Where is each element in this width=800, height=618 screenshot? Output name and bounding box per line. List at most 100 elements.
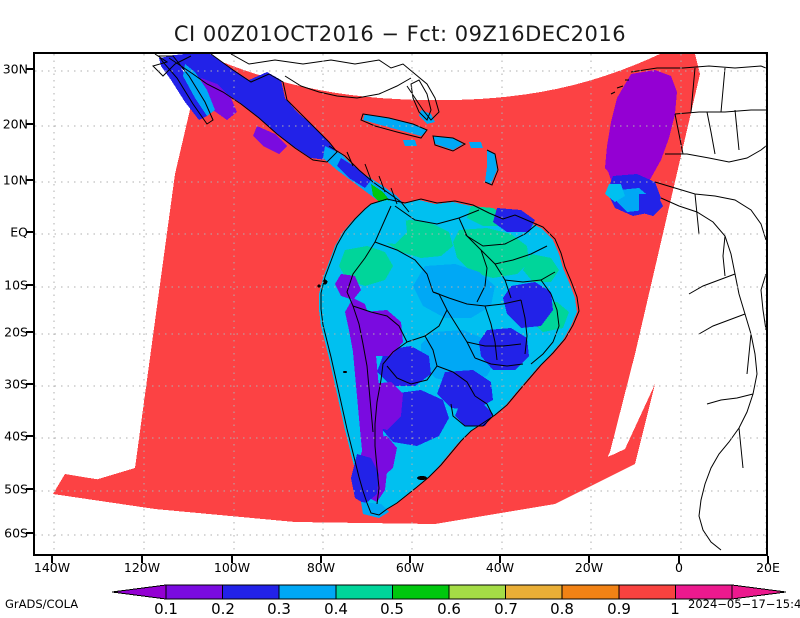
x-tick-mark: [409, 556, 411, 563]
region-jamaica: [403, 140, 417, 146]
land-data-layer: [159, 54, 677, 518]
colorbar-tick-0: 0.1: [154, 600, 178, 618]
border-brazil-northeast: [530, 279, 560, 365]
colorbar-bin-4: [391, 584, 450, 600]
coastline-mexico: [158, 54, 338, 163]
colorbar-tick-3: 0.4: [324, 600, 348, 618]
border-peru-bolivia: [352, 305, 408, 343]
x-tick-label-0: 0: [675, 560, 683, 575]
region-mauritania-senegal: [605, 144, 643, 180]
colorbar[interactable]: 0.1 0.2 0.3 0.4 0.5 0.6 0.7 0.8 0.9 1: [0, 583, 800, 618]
colorbar-tick-8: 0.9: [607, 600, 631, 618]
colorbar-tick-7: 0.8: [550, 600, 574, 618]
colorbar-tick-1: 0.2: [211, 600, 235, 618]
border-brazil-north-states: [432, 233, 556, 367]
y-tick-label-10s: 10S: [4, 277, 28, 293]
domain-red-fill-bottom: [53, 384, 655, 524]
x-tick-mark: [231, 556, 233, 563]
x-tick-label-140w: 140W: [33, 560, 71, 575]
colorbar-bin-1: [222, 584, 280, 600]
region-parana-blue: [437, 370, 493, 410]
y-tick-mark: [26, 435, 33, 437]
colorbar-tick-4: 0.5: [380, 600, 404, 618]
x-tick-mark: [767, 556, 769, 563]
colorbar-bin-8: [618, 584, 676, 600]
colorbar-bin-0: [165, 584, 224, 600]
border-paraguay: [386, 335, 438, 385]
border-uruguay: [450, 395, 494, 427]
y-tick-label-50s: 50S: [4, 481, 28, 497]
colorbar-tick-5: 0.6: [437, 600, 461, 618]
border-argentina-chile: [374, 379, 382, 505]
y-tick-mark: [26, 179, 33, 181]
region-mexico-sierra-south: [253, 126, 287, 154]
island-galapagos-2: [317, 284, 321, 288]
colorbar-tick-2: 0.3: [267, 600, 291, 618]
colorbar-bin-5: [448, 584, 507, 600]
region-andes-patagonia: [365, 382, 403, 430]
grads-cola-credit: GrADS/COLA: [5, 597, 79, 611]
y-tick-mark: [26, 231, 33, 233]
x-tick-label-80w: 80W: [306, 560, 336, 575]
region-guyana-shield-blue: [493, 208, 535, 232]
coastline-florida: [410, 79, 432, 121]
x-tick-mark: [588, 556, 590, 563]
border-colombia-venezuela: [394, 205, 480, 225]
y-tick-mark: [26, 123, 33, 125]
y-tick-mark: [26, 532, 33, 534]
border-peru-brazil: [374, 241, 434, 293]
region-brazil-southeast-blue: [479, 328, 529, 370]
region-lesser-antilles: [485, 150, 497, 184]
coastline-africa: [630, 65, 766, 551]
region-brazil-east-blue: [503, 282, 553, 328]
x-tick-label-120w: 120W: [123, 560, 161, 575]
region-uruguay-blue: [455, 404, 493, 426]
x-tick-mark: [141, 556, 143, 563]
colorbar-bin-6: [505, 584, 563, 600]
coastline-lesser-antilles: [484, 149, 499, 186]
colorbar-min-arrow: [111, 584, 167, 600]
y-tick-label-20s: 20S: [4, 324, 28, 340]
render-timestamp: 2024−05−17−15:42: [688, 597, 800, 611]
region-colombia-ecuador: [365, 204, 407, 244]
region-ivory-coast-blue: [639, 194, 663, 216]
gridline-layer: [35, 54, 766, 554]
coastline-cuba: [360, 113, 428, 139]
page-title: CI 00Z01OCT2016 − Fct: 09Z16DEC2016: [173, 22, 627, 46]
y-tick-mark: [26, 68, 33, 70]
colorbar-bin-2: [278, 584, 337, 600]
region-brazil-south: [421, 330, 497, 384]
coastline-africa-east-edge: [760, 273, 766, 331]
border-brazil-paraguay-arg: [436, 365, 476, 397]
map-plot-area[interactable]: [33, 52, 768, 556]
y-tick-label-eq: EQ: [10, 224, 28, 240]
island-juan-fernandez: [343, 370, 347, 374]
y-tick-label-10n: 10N: [2, 172, 28, 188]
region-mexico-highlands: [201, 78, 237, 120]
border-venezuela-brazil: [458, 217, 538, 247]
colorbar-bin-7: [561, 584, 620, 600]
x-tick-mark: [320, 556, 322, 563]
region-sierra-leone: [605, 184, 625, 202]
coastline-andes-detail: [352, 305, 374, 433]
map-canvas: [35, 54, 766, 554]
region-mexico-west-coast: [183, 64, 215, 116]
y-tick-label-30n: 30N: [2, 61, 28, 77]
x-tick-label-100w: 100W: [213, 560, 251, 575]
colorbar-tick-9: 1: [670, 600, 680, 618]
x-tick-mark: [499, 556, 501, 563]
colorbar-canvas: [111, 584, 787, 600]
x-tick-mark: [51, 556, 53, 563]
coastline-gulf: [284, 75, 412, 99]
coastline-hispaniola: [432, 135, 467, 152]
coastline-south-america: [320, 198, 580, 516]
y-tick-mark: [26, 284, 33, 286]
y-tick-label-30s: 30S: [4, 376, 28, 392]
y-tick-label-20n: 20N: [2, 116, 28, 132]
region-central-america-inner: [337, 158, 371, 188]
x-tick-label-20e: 20E: [756, 560, 780, 575]
region-chile-south-blue: [351, 454, 379, 504]
colorbar-max-arrow: [731, 584, 787, 600]
y-tick-mark: [26, 383, 33, 385]
